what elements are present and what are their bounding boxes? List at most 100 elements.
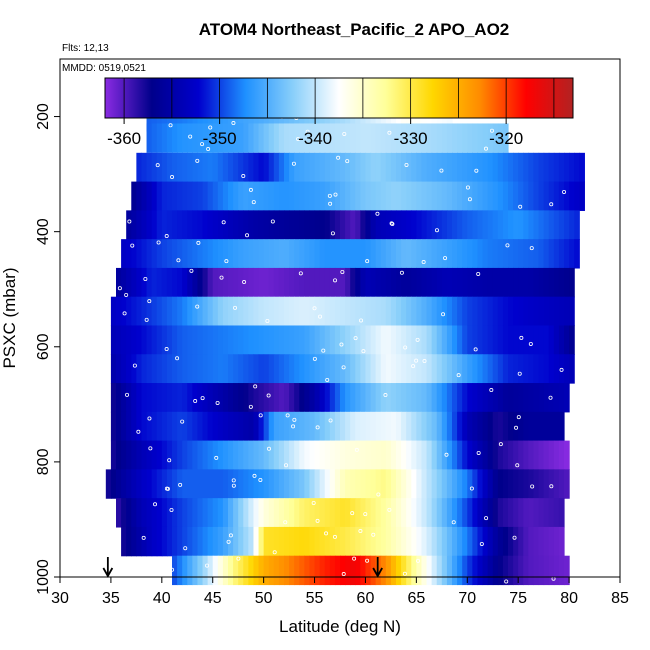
sample-point xyxy=(443,256,448,261)
heatmap-cell xyxy=(177,239,183,269)
heatmap-cell xyxy=(329,555,336,586)
heatmap-cell xyxy=(258,354,265,384)
heatmap-cell xyxy=(452,152,458,183)
sample-point xyxy=(167,458,172,463)
heatmap-cell xyxy=(116,440,122,470)
heatmap-cell xyxy=(207,411,214,442)
heatmap-cell xyxy=(513,181,519,211)
heatmap-cell xyxy=(390,181,397,211)
x-tick-label: 40 xyxy=(153,590,171,607)
sample-point xyxy=(122,311,127,316)
heatmap-cell xyxy=(177,354,183,384)
heatmap-cell xyxy=(457,123,463,153)
heatmap-cell xyxy=(192,411,199,442)
heatmap-cell xyxy=(156,210,163,240)
heatmap-cell xyxy=(406,152,412,183)
heatmap-cell xyxy=(543,555,550,586)
sample-point xyxy=(530,484,535,489)
heatmap-cell xyxy=(548,239,555,269)
heatmap-cell xyxy=(548,411,555,442)
heatmap-cell xyxy=(126,239,132,269)
heatmap-cell xyxy=(172,440,178,470)
heatmap-cell xyxy=(273,152,280,183)
heatmap-cell xyxy=(243,526,249,557)
heatmap-cell xyxy=(487,210,494,240)
heatmap-cell xyxy=(380,469,387,499)
heatmap-cell xyxy=(263,411,270,442)
heatmap-cell xyxy=(222,411,229,442)
heatmap-cell xyxy=(278,526,285,557)
heatmap-cell xyxy=(370,354,377,384)
sample-point xyxy=(125,392,130,397)
heatmap-cell xyxy=(182,526,188,557)
heatmap-cell xyxy=(396,325,402,355)
sample-point xyxy=(465,185,470,190)
heatmap-cell xyxy=(406,383,412,413)
heatmap-cell xyxy=(564,152,570,183)
heatmap-cell xyxy=(401,239,407,269)
sample-point xyxy=(421,260,426,265)
heatmap-cell xyxy=(360,498,367,528)
heatmap-cell xyxy=(528,181,535,211)
heatmap-cell xyxy=(462,498,468,528)
heatmap-cell xyxy=(472,526,479,557)
sample-point xyxy=(389,221,394,226)
sample-point xyxy=(124,292,129,297)
heatmap-cell xyxy=(334,239,341,269)
heatmap-cell xyxy=(309,296,316,327)
heatmap-cell xyxy=(131,296,137,327)
sample-point xyxy=(183,546,188,551)
sample-point xyxy=(411,364,416,369)
heatmap-cell xyxy=(141,469,148,499)
heatmap-cell xyxy=(294,239,300,269)
heatmap-cell xyxy=(446,296,453,327)
heatmap-cell xyxy=(182,152,188,183)
heatmap-cell xyxy=(121,325,127,355)
heatmap-cell xyxy=(421,469,428,499)
heatmap-cell xyxy=(233,296,239,327)
heatmap-cell xyxy=(350,123,356,153)
sample-point xyxy=(144,317,149,322)
heatmap-cell xyxy=(390,296,397,327)
heatmap-cell xyxy=(278,239,285,269)
heatmap-cell xyxy=(207,383,214,413)
heatmap-cell xyxy=(421,526,428,557)
sample-point xyxy=(164,234,169,239)
heatmap-cell xyxy=(365,296,372,327)
heatmap-cell xyxy=(202,526,209,557)
heatmap-cell xyxy=(294,267,300,298)
heatmap-cell xyxy=(411,325,417,355)
heatmap-cell xyxy=(248,123,255,153)
heatmap-cell xyxy=(446,354,453,384)
heatmap-cell xyxy=(487,440,494,470)
heatmap-cell xyxy=(161,123,168,153)
heatmap-cell xyxy=(187,383,193,413)
heatmap-cell xyxy=(166,123,173,153)
heatmap-cell xyxy=(553,325,560,355)
heatmap-cell xyxy=(452,354,458,384)
heatmap-cell xyxy=(492,181,499,211)
sample-point xyxy=(180,419,185,424)
heatmap-cell xyxy=(569,210,575,240)
heatmap-cell xyxy=(385,267,392,298)
heatmap-cell xyxy=(457,411,463,442)
heatmap-cell xyxy=(472,555,479,586)
heatmap-cell xyxy=(355,239,361,269)
heatmap-cell xyxy=(365,210,372,240)
heatmap-cell xyxy=(406,267,412,298)
heatmap-cell xyxy=(513,469,519,499)
sample-point xyxy=(291,161,296,166)
heatmap-cell xyxy=(222,181,229,211)
heatmap-cell xyxy=(131,210,137,240)
heatmap-cell xyxy=(502,210,509,240)
heatmap-cell xyxy=(411,383,417,413)
heatmap-cell xyxy=(431,469,438,499)
heatmap-cell xyxy=(126,267,132,298)
heatmap-cell xyxy=(131,267,137,298)
heatmap-cell xyxy=(482,555,489,586)
heatmap-cell xyxy=(345,152,351,183)
heatmap-cell xyxy=(248,383,255,413)
heatmap-cell xyxy=(401,440,407,470)
heatmap-cell xyxy=(263,325,270,355)
heatmap-cell xyxy=(411,526,417,557)
